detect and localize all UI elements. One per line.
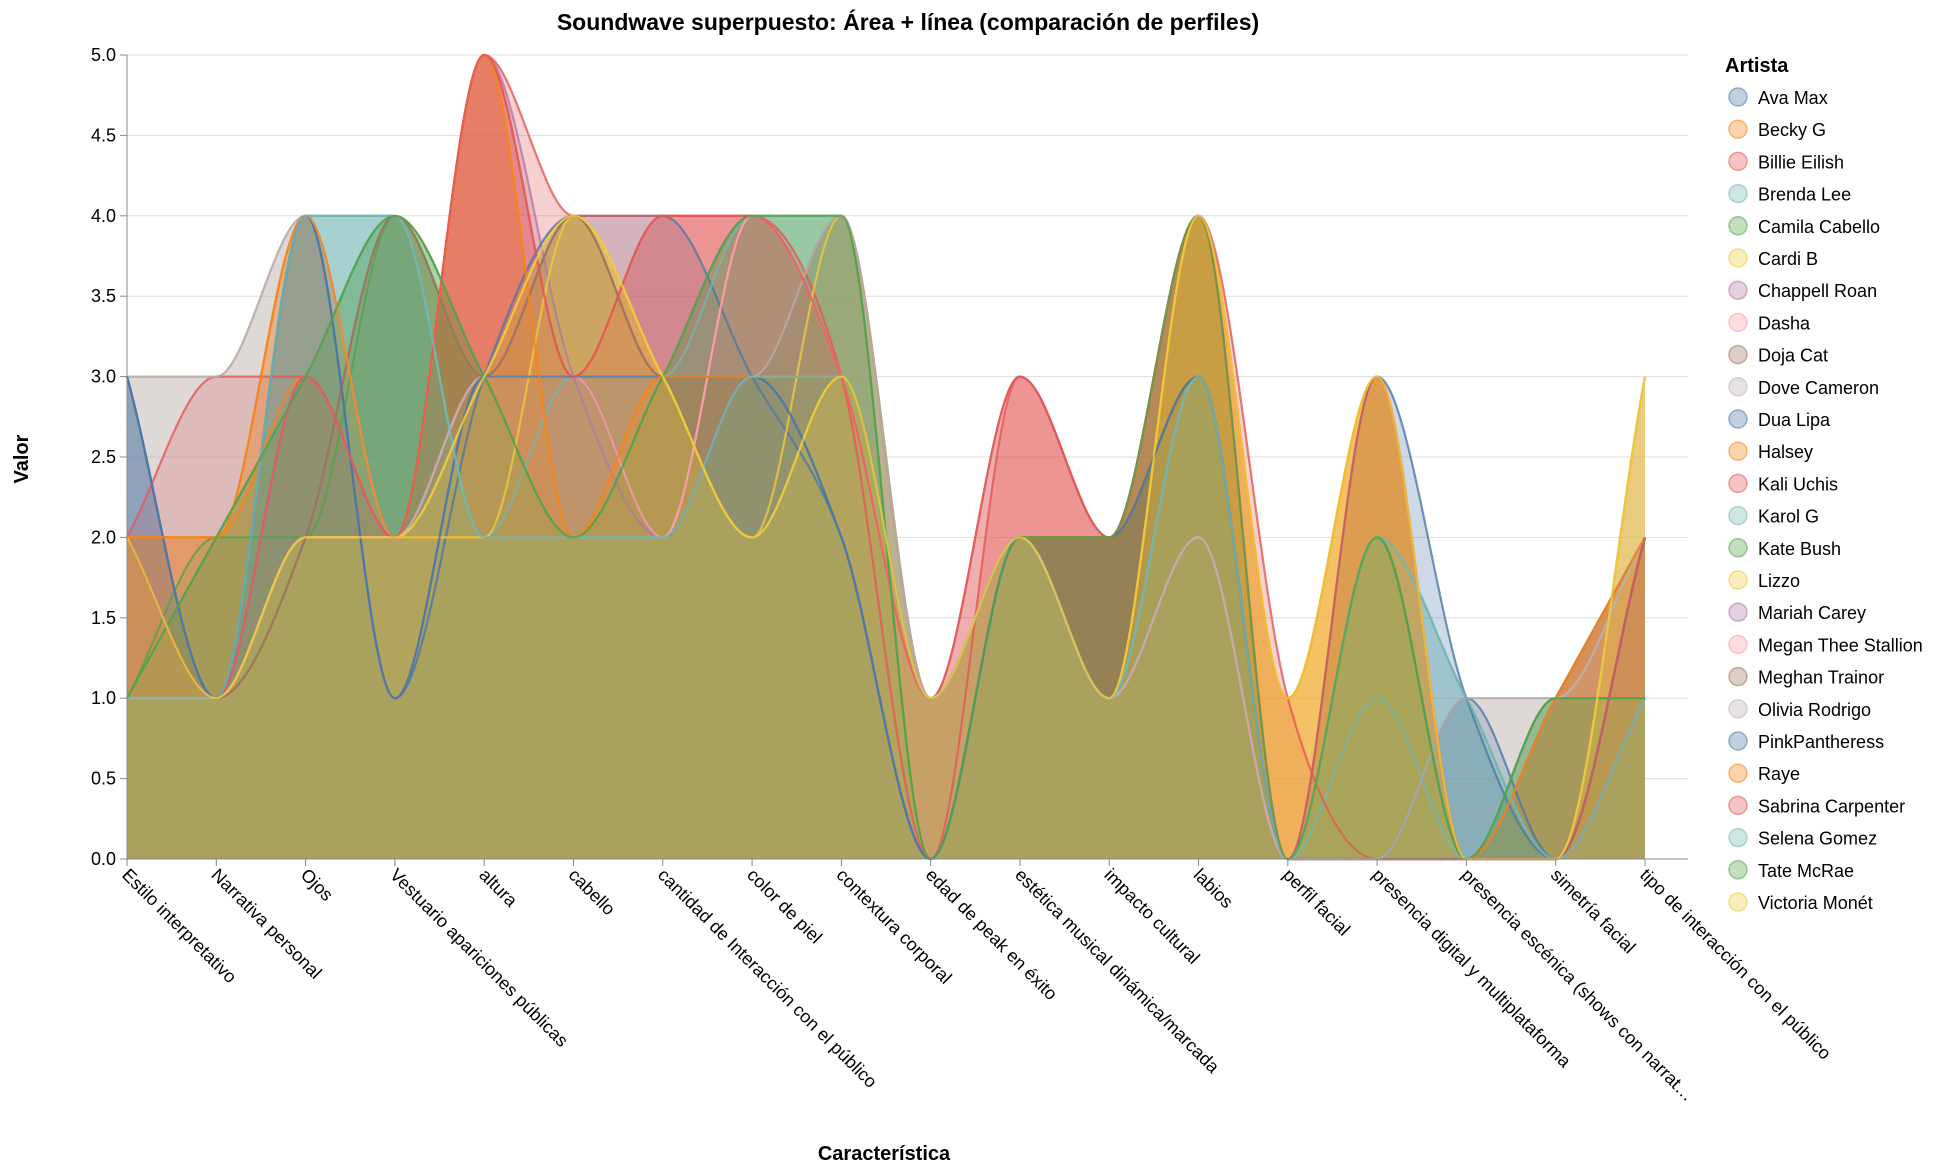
legend-label-cardi-b: Cardi B (1758, 249, 1818, 269)
x-tick-label: presencia digital y multiplataforma (1368, 865, 1575, 1072)
x-tick-label: labios (1190, 865, 1237, 912)
legend-swatch-doja-cat (1728, 344, 1748, 365)
legend-label-megan-thee-stallion: Megan Thee Stallion (1758, 635, 1923, 655)
legend-swatch-selena-gomez (1728, 827, 1748, 848)
x-axis-title: Característica (818, 1143, 951, 1165)
legend-swatch-olivia-rodrigo (1728, 699, 1748, 719)
legend-label-chappell-roan: Chappell Roan (1758, 281, 1877, 301)
legend-swatch-dua-lipa (1728, 409, 1748, 429)
legend-label-dove-cameron: Dove Cameron (1758, 378, 1879, 398)
legend-label-raye: Raye (1758, 764, 1800, 784)
legend-label-olivia-rodrigo: Olivia Rodrigo (1758, 700, 1871, 720)
legend-label-sabrina-carpenter: Sabrina Carpenter (1758, 796, 1905, 816)
area-billie-eilish (127, 55, 1645, 859)
x-tick-label: altura (475, 865, 522, 912)
legend-label-selena-gomez: Selena Gomez (1758, 829, 1877, 849)
x-tick-label: impacto cultural (1100, 865, 1203, 968)
legend-swatch-brenda-lee (1728, 183, 1748, 204)
legend-swatch-chappell-roan (1728, 280, 1748, 300)
legend-swatch-sabrina-carpenter (1728, 795, 1748, 816)
legend-swatch-meghan-trainor (1728, 666, 1748, 687)
legend-swatch-dove-cameron (1728, 377, 1748, 397)
legend-label-doja-cat: Doja Cat (1758, 346, 1828, 366)
x-tick-label: color de piel (743, 865, 826, 948)
legend-swatch-karol-g (1728, 505, 1748, 526)
x-tick-label: Ojos (297, 865, 337, 905)
legend-swatch-mariah-carey (1728, 602, 1748, 622)
area-raye (127, 55, 1645, 859)
legend-swatch-raye (1728, 763, 1748, 783)
y-tick-label: 0.5 (91, 769, 116, 789)
area-kali-uchis (127, 55, 1645, 859)
y-tick-label: 1.5 (91, 608, 116, 628)
area-mariah-carey (127, 376, 1645, 859)
legend-label-victoria-mon-t: Victoria Monét (1758, 893, 1873, 913)
legend-swatch-lizzo (1728, 570, 1748, 590)
legend-swatch-victoria-mon-t (1728, 892, 1748, 912)
y-axis-title: Valor (11, 434, 33, 483)
legend-swatch-becky-g (1728, 119, 1748, 139)
legend-swatch-cardi-b (1728, 248, 1748, 268)
legend-label-brenda-lee: Brenda Lee (1758, 185, 1851, 205)
y-tick-label: 1.0 (91, 688, 116, 708)
legend-label-mariah-carey: Mariah Carey (1758, 603, 1866, 623)
y-tick-label: 5.0 (91, 45, 116, 65)
y-tick-label: 4.5 (91, 125, 116, 145)
legend-label-dasha: Dasha (1758, 313, 1811, 333)
legend-label-kate-bush: Kate Bush (1758, 539, 1841, 559)
legend-label-meghan-trainor: Meghan Trainor (1758, 668, 1884, 688)
legend-swatch-ava-max (1728, 87, 1748, 107)
area-becky-g (127, 55, 1645, 859)
legend-swatch-dasha (1728, 312, 1748, 333)
legend-swatch-halsey (1728, 441, 1748, 461)
chart-title: Soundwave superpuesto: Área + línea (com… (557, 8, 1259, 35)
y-tick-label: 2.5 (91, 447, 116, 467)
legend-swatch-tate-mcrae (1728, 860, 1748, 880)
legend-label-becky-g: Becky G (1758, 120, 1826, 140)
legend-label-tate-mcrae: Tate McRae (1758, 861, 1854, 881)
legend-swatch-billie-eilish (1728, 151, 1748, 172)
legend-label-pinkpantheress: PinkPantheress (1758, 732, 1884, 752)
legend-label-halsey: Halsey (1758, 442, 1813, 462)
legend-label-lizzo: Lizzo (1758, 571, 1800, 591)
area-chappell-roan (127, 55, 1645, 859)
legend-label-kali-uchis: Kali Uchis (1758, 474, 1838, 494)
legend-label-karol-g: Karol G (1758, 507, 1819, 527)
grid-lines (127, 54, 1688, 860)
legend-swatch-camila-cabello (1728, 216, 1748, 236)
legend-swatch-megan-thee-stallion (1728, 634, 1748, 655)
legend-label-billie-eilish: Billie Eilish (1758, 152, 1844, 172)
legend-label-dua-lipa: Dua Lipa (1758, 410, 1831, 430)
y-tick-label: 4.0 (91, 206, 116, 226)
x-tick-label: perfil facial (1279, 865, 1354, 940)
legend-label-ava-max: Ava Max (1758, 88, 1828, 108)
line-victoria-mon-t (126, 214, 1647, 861)
y-tick-label: 3.5 (91, 286, 116, 306)
x-tick-label: cabello (565, 865, 619, 919)
x-tick-label: Vestuario apariciones públicas (386, 865, 572, 1051)
legend: Artista Ava Max Becky G Billie Eilish Brend… (1725, 55, 1923, 913)
y-tick-label: 2.0 (91, 527, 116, 547)
x-tick-label: simetría facial (1547, 865, 1640, 958)
y-tick-label: 3.0 (91, 367, 116, 387)
area-sabrina-carpenter (127, 55, 1645, 859)
legend-label-camila-cabello: Camila Cabello (1758, 217, 1880, 237)
legend-swatch-kali-uchis (1728, 473, 1748, 494)
legend-swatch-kate-bush (1728, 538, 1748, 558)
legend-title: Artista (1725, 55, 1789, 77)
y-tick-label: 0.0 (91, 849, 116, 869)
legend-swatch-pinkpantheress (1728, 731, 1748, 751)
